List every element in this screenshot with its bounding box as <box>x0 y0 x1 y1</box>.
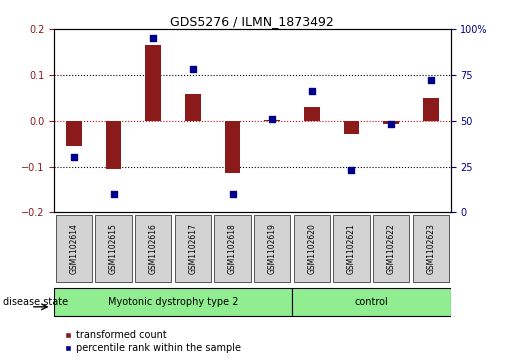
FancyBboxPatch shape <box>56 215 92 282</box>
Point <box>347 167 355 173</box>
Text: GSM1102616: GSM1102616 <box>149 223 158 274</box>
Point <box>149 35 157 41</box>
Bar <box>344 121 359 134</box>
Text: GSM1102620: GSM1102620 <box>307 223 316 274</box>
Bar <box>185 94 201 121</box>
Bar <box>423 98 439 121</box>
Bar <box>383 121 399 125</box>
Bar <box>106 121 122 169</box>
Text: control: control <box>354 297 388 307</box>
Text: GSM1102618: GSM1102618 <box>228 223 237 274</box>
FancyBboxPatch shape <box>54 288 292 317</box>
Text: GSM1102619: GSM1102619 <box>268 223 277 274</box>
Bar <box>145 45 161 121</box>
FancyBboxPatch shape <box>294 215 330 282</box>
FancyBboxPatch shape <box>292 288 451 317</box>
Bar <box>304 107 320 121</box>
Point <box>426 77 435 83</box>
Point <box>109 191 117 197</box>
Point <box>70 155 78 160</box>
Text: GSM1102615: GSM1102615 <box>109 223 118 274</box>
Text: disease state: disease state <box>3 297 67 307</box>
Point <box>307 89 316 94</box>
FancyBboxPatch shape <box>175 215 211 282</box>
Bar <box>225 121 241 174</box>
Legend: transformed count, percentile rank within the sample: transformed count, percentile rank withi… <box>59 326 245 357</box>
Text: GSM1102621: GSM1102621 <box>347 223 356 274</box>
FancyBboxPatch shape <box>95 215 132 282</box>
Text: Myotonic dystrophy type 2: Myotonic dystrophy type 2 <box>108 297 238 307</box>
FancyBboxPatch shape <box>413 215 449 282</box>
Bar <box>66 121 82 146</box>
Text: GSM1102614: GSM1102614 <box>70 223 78 274</box>
FancyBboxPatch shape <box>135 215 171 282</box>
Text: GSM1102623: GSM1102623 <box>426 223 435 274</box>
Text: GSM1102617: GSM1102617 <box>188 223 197 274</box>
FancyBboxPatch shape <box>333 215 370 282</box>
Point <box>387 122 396 127</box>
Point <box>268 116 276 122</box>
Point <box>188 66 197 72</box>
FancyBboxPatch shape <box>214 215 251 282</box>
FancyBboxPatch shape <box>373 215 409 282</box>
Text: GSM1102622: GSM1102622 <box>387 223 396 274</box>
FancyBboxPatch shape <box>254 215 290 282</box>
Title: GDS5276 / ILMN_1873492: GDS5276 / ILMN_1873492 <box>170 15 334 28</box>
Bar <box>264 120 280 121</box>
Point <box>228 191 236 197</box>
